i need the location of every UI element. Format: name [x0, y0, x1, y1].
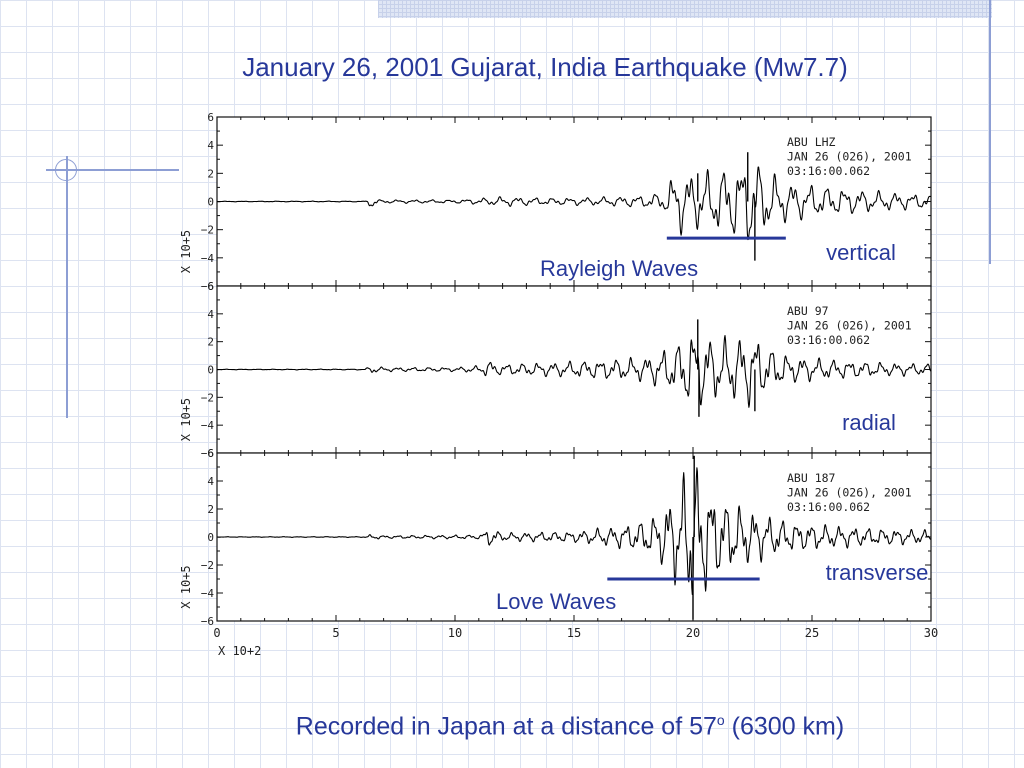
y-tick-label: −6 [201, 447, 214, 460]
station-header-line: 03:16:00.062 [787, 500, 870, 514]
vertical-rule-right [989, 0, 991, 264]
slide-caption: Recorded in Japan at a distance of 57o (… [0, 712, 1024, 741]
circle-ornament [55, 159, 77, 181]
station-header-line: ABU 97 [787, 304, 829, 318]
rayleigh-waves-label: Rayleigh Waves [540, 256, 699, 281]
station-header-line: 03:16:00.062 [787, 164, 870, 178]
y-tick-label: 6 [207, 280, 214, 293]
y-multiplier-label: X 10+5 [179, 230, 193, 273]
y-tick-label: 0 [207, 364, 214, 377]
love-waves-label: Love Waves [496, 589, 617, 614]
y-tick-label: −6 [201, 615, 214, 628]
header-decoration-band [378, 0, 992, 18]
station-header-line: JAN 26 (026), 2001 [787, 150, 912, 164]
caption-main: Recorded in Japan at a distance of 57 [295, 712, 717, 741]
y-tick-label: 0 [207, 196, 214, 209]
x-tick-label: 20 [686, 626, 700, 640]
x-tick-label: 10 [448, 626, 462, 640]
y-tick-label: −2 [201, 224, 214, 237]
y-tick-label: −4 [201, 587, 215, 600]
y-tick-label: 2 [207, 503, 214, 516]
y-tick-label: 2 [207, 336, 214, 349]
y-multiplier-label: X 10+5 [179, 398, 193, 441]
x-tick-label: 0 [213, 626, 220, 640]
x-tick-label: 25 [805, 626, 819, 640]
x-multiplier-label: X 10+2 [218, 644, 261, 658]
x-tick-label: 30 [924, 626, 938, 640]
y-tick-label: −4 [201, 252, 215, 265]
vertical-rule-left [66, 156, 68, 418]
y-tick-label: −4 [201, 419, 215, 432]
slide-title: January 26, 2001 Gujarat, India Earthqua… [242, 52, 848, 82]
x-tick-label: 5 [332, 626, 339, 640]
y-multiplier-label: X 10+5 [179, 565, 193, 608]
waveform-trace [216, 467, 932, 595]
station-header-line: ABU LHZ [787, 135, 836, 149]
y-tick-label: 2 [207, 167, 214, 180]
waveform-trace [216, 166, 932, 241]
component-label-vertical: vertical [826, 240, 896, 265]
y-tick-label: 4 [207, 475, 214, 488]
station-header-line: 03:16:00.062 [787, 333, 870, 347]
station-header-line: ABU 187 [787, 471, 836, 485]
y-tick-label: 6 [207, 447, 214, 460]
caption-distance: (6300 km) [724, 712, 845, 741]
y-tick-label: 6 [207, 111, 214, 124]
y-tick-label: −6 [201, 280, 214, 293]
y-tick-label: −2 [201, 391, 214, 404]
station-header-line: JAN 26 (026), 2001 [787, 319, 912, 333]
waveform-trace [216, 335, 932, 408]
y-tick-label: 4 [207, 308, 214, 321]
station-header-line: JAN 26 (026), 2001 [787, 486, 912, 500]
y-tick-label: 0 [207, 531, 214, 544]
component-label-radial: radial [842, 410, 896, 435]
x-tick-label: 15 [567, 626, 581, 640]
degree-symbol: o [716, 712, 725, 728]
component-label-transverse: transverse [826, 560, 929, 585]
y-tick-label: 4 [207, 139, 214, 152]
y-tick-label: −2 [201, 559, 214, 572]
horizontal-rule-left [46, 169, 179, 171]
